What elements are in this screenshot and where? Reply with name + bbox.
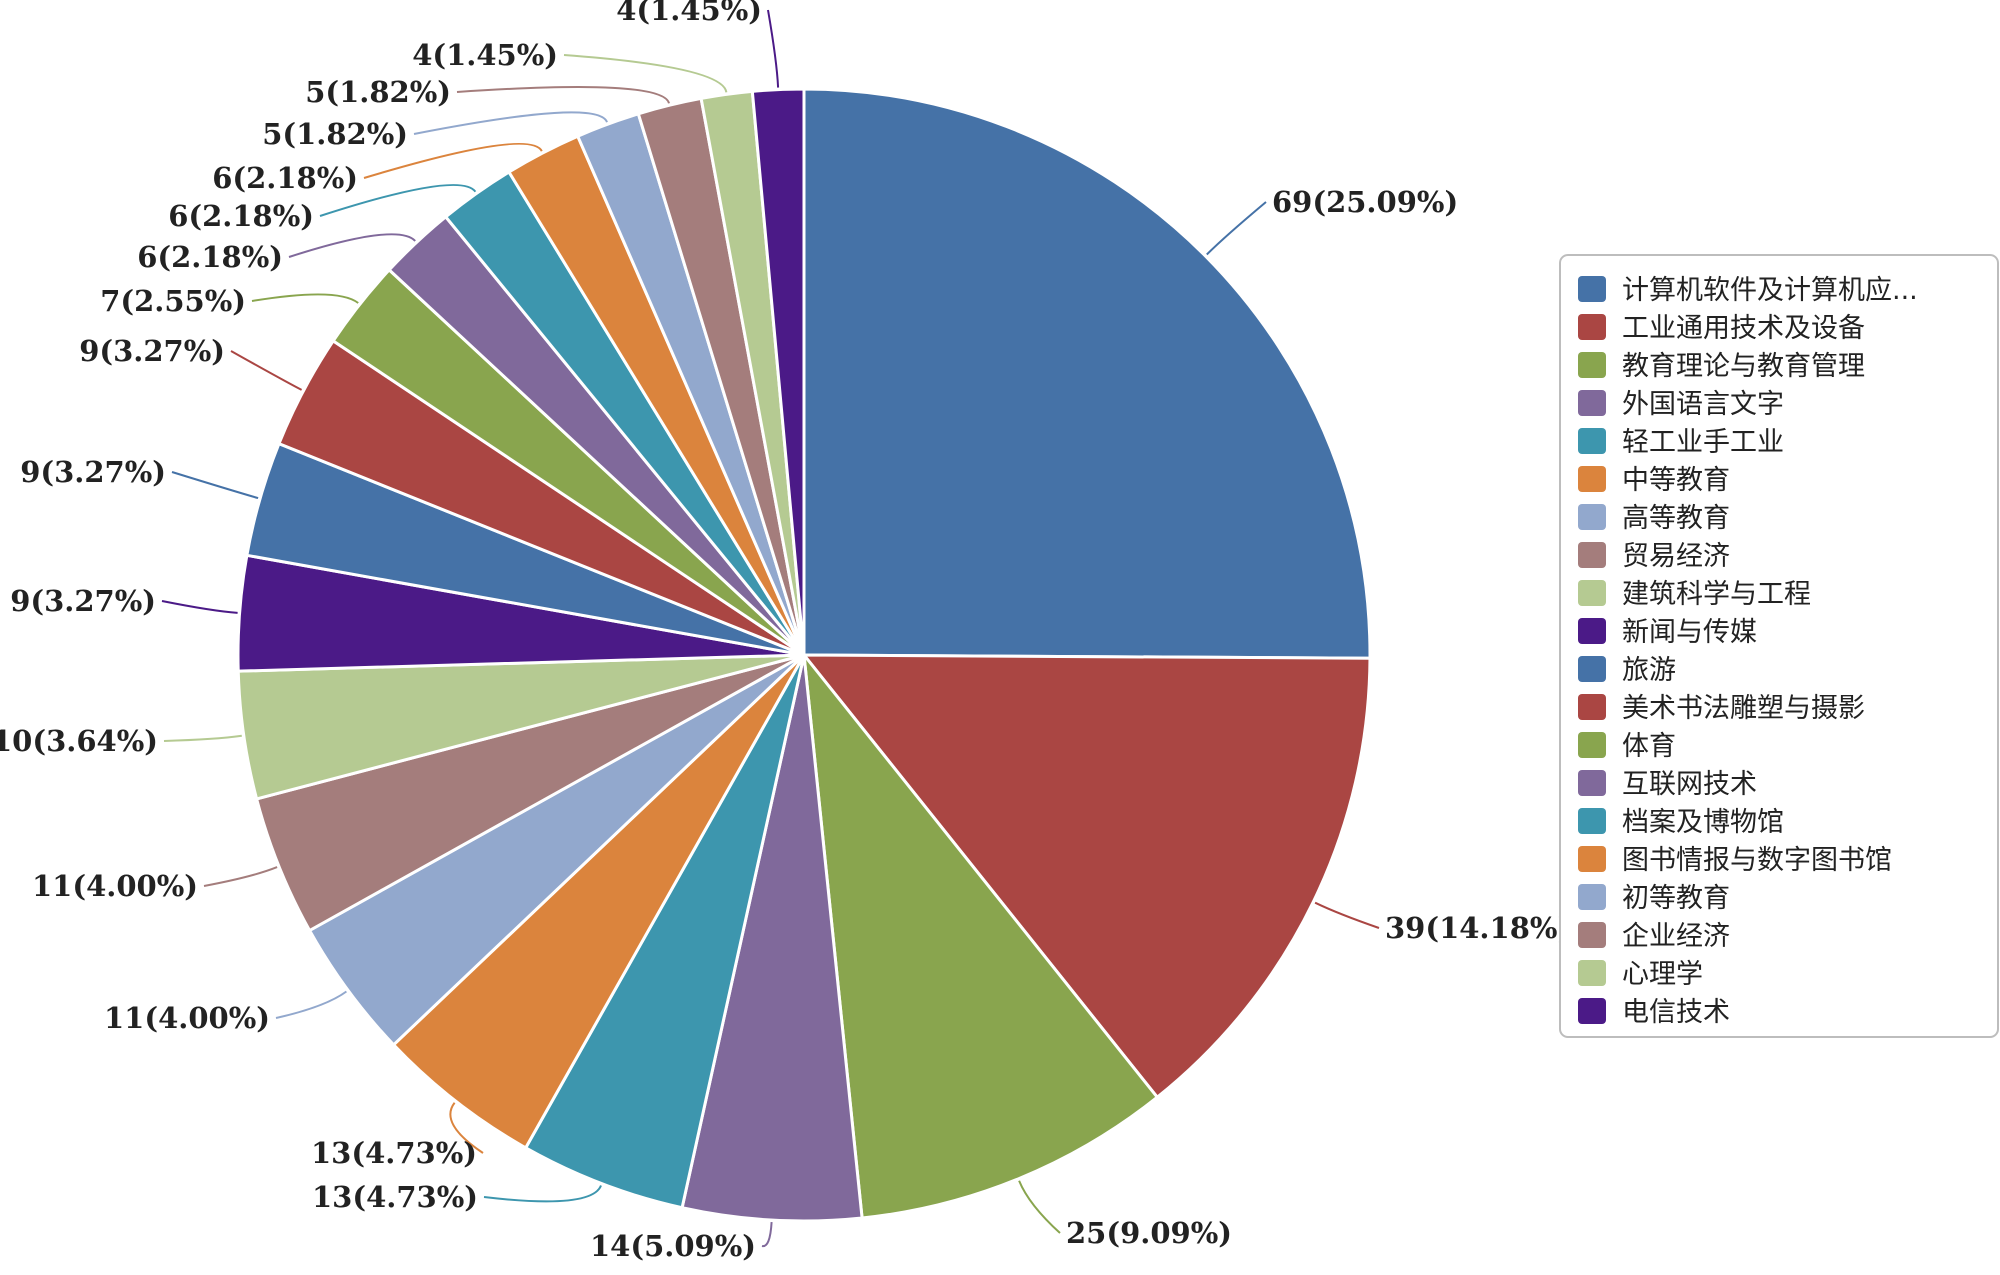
leader-line-10 [161, 600, 238, 614]
leader-line-16 [363, 142, 543, 179]
legend-swatch-7 [1578, 504, 1606, 530]
legend-label-18: 企业经济 [1622, 921, 1730, 952]
data-label-18: 5(1.82%) [305, 75, 451, 109]
legend-label-6: 中等教育 [1622, 465, 1730, 496]
leader-line-11 [171, 471, 259, 500]
leader-line-9 [163, 734, 242, 742]
legend-swatch-20 [1578, 998, 1606, 1024]
data-label-15: 6(2.18%) [168, 199, 314, 233]
legend: 计算机软件及计算机应... 工业通用技术及设备教育理论与教育管理外国语言文字轻工业… [1559, 254, 1999, 1038]
legend-label-9: 建筑科学与工程 [1622, 579, 1811, 610]
legend-swatch-15 [1578, 808, 1606, 834]
legend-label-19: 心理学 [1622, 959, 1703, 990]
legend-swatch-12 [1578, 694, 1606, 720]
leader-line-13 [251, 293, 359, 304]
pie-slice-3 [801, 650, 1160, 1220]
data-label-17: 5(1.82%) [262, 117, 408, 151]
leader-line-19 [563, 54, 728, 93]
legend-label-11: 旅游 [1622, 655, 1676, 686]
pie-slice-6 [391, 653, 806, 1150]
leader-line-7 [275, 990, 347, 1019]
legend-swatch-2 [1578, 314, 1606, 340]
data-label-10: 9(3.27%) [10, 584, 156, 618]
legend-label-8: 贸易经济 [1622, 541, 1730, 572]
data-label-3: 25(9.09%) [1066, 1216, 1232, 1250]
legend-swatch-16 [1578, 846, 1606, 872]
legend-label-3: 教育理论与教育管理 [1622, 351, 1865, 382]
leader-line-12 [230, 350, 303, 391]
legend-swatch-11 [1578, 656, 1606, 682]
data-label-11: 9(3.27%) [20, 455, 166, 489]
leader-line-6 [449, 1102, 484, 1154]
legend-label-5: 轻工业手工业 [1622, 427, 1784, 458]
legend-label-7: 高等教育 [1622, 503, 1730, 534]
legend-label-15: 档案及博物馆 [1622, 807, 1784, 838]
data-label-7: 11(4.00%) [104, 1001, 270, 1035]
legend-label-4: 外国语言文字 [1622, 389, 1784, 420]
data-label-6: 13(4.73%) [311, 1136, 477, 1170]
data-label-19: 4(1.45%) [412, 38, 558, 72]
data-label-20: 4(1.45%) [616, 0, 762, 27]
legend-label-14: 互联网技术 [1622, 769, 1757, 800]
data-label-8: 11(4.00%) [32, 869, 198, 903]
leader-line-2 [1314, 901, 1380, 929]
leader-line-15 [319, 183, 477, 217]
leader-line-8 [203, 866, 278, 887]
legend-swatch-8 [1578, 542, 1606, 568]
data-label-1: 69(25.09%) [1272, 185, 1458, 219]
legend-swatch-1 [1578, 276, 1606, 302]
legend-swatch-10 [1578, 618, 1606, 644]
legend-swatch-18 [1578, 922, 1606, 948]
pie-slice-2 [800, 653, 1372, 1100]
leader-line-4 [761, 1222, 773, 1248]
leader-line-5 [483, 1185, 602, 1203]
leader-lines [161, 9, 1380, 1248]
legend-label-12: 美术书法雕塑与摄影 [1622, 693, 1865, 724]
leader-line-20 [767, 9, 780, 88]
data-label-5: 13(4.73%) [312, 1180, 478, 1214]
legend-label-2: 工业通用技术及设备 [1622, 313, 1865, 344]
data-label-14: 6(2.18%) [137, 240, 283, 274]
leader-line-17 [413, 111, 608, 135]
legend-box [1559, 254, 1999, 1038]
legend-swatch-6 [1578, 466, 1606, 492]
data-label-4: 14(5.09%) [590, 1229, 756, 1263]
legend-swatch-4 [1578, 390, 1606, 416]
legend-swatch-9 [1578, 580, 1606, 606]
legend-swatch-14 [1578, 770, 1606, 796]
leader-line-1 [1206, 201, 1267, 256]
pie-slice-1 [802, 87, 1372, 660]
data-label-16: 6(2.18%) [212, 161, 358, 195]
pie-slices [236, 87, 1372, 1223]
data-label-2: 39(14.18%) [1385, 911, 1571, 945]
legend-swatch-17 [1578, 884, 1606, 910]
data-label-12: 9(3.27%) [79, 334, 225, 368]
pie-slice-4 [680, 654, 864, 1223]
legend-swatch-5 [1578, 428, 1606, 454]
leader-line-14 [288, 233, 416, 258]
legend-label-10: 新闻与传媒 [1622, 617, 1757, 648]
leader-line-18 [456, 86, 670, 104]
legend-swatch-13 [1578, 732, 1606, 758]
leader-line-3 [1018, 1180, 1061, 1234]
legend-label-17: 初等教育 [1622, 883, 1730, 914]
pie-slice-20 [750, 87, 806, 656]
legend-label-1: 计算机软件及计算机应... [1622, 275, 1918, 306]
pie-slice-5 [523, 654, 806, 1210]
data-label-9: 10(3.64%) [0, 724, 158, 758]
data-label-13: 7(2.55%) [100, 284, 246, 318]
legend-swatch-3 [1578, 352, 1606, 378]
data-labels: 69(25.09%) 39(14.18%) 25(9.09%) 14(5.09%) 13… [0, 0, 1571, 1263]
legend-label-13: 体育 [1622, 731, 1676, 762]
legend-label-20: 电信技术 [1622, 997, 1730, 1028]
legend-label-16: 图书情报与数字图书馆 [1622, 845, 1892, 876]
legend-swatch-19 [1578, 960, 1606, 986]
